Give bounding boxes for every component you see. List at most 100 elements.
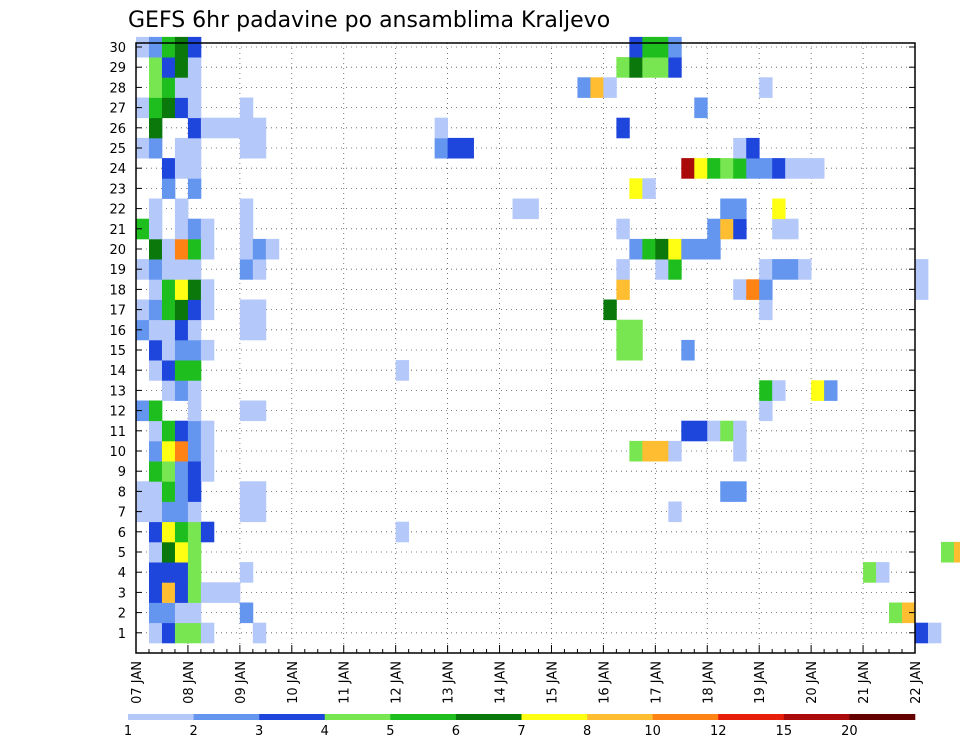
precip-cell — [239, 400, 254, 422]
precip-cell — [265, 238, 280, 260]
precip-cell — [187, 57, 202, 78]
precip-cell — [447, 137, 461, 159]
precip-cell — [200, 238, 215, 260]
precip-cell — [720, 158, 734, 179]
precip-cell — [252, 238, 267, 260]
precip-cell — [136, 137, 150, 159]
precip-cell — [642, 178, 656, 199]
precip-cell — [733, 218, 747, 240]
precip-cell — [707, 420, 721, 442]
precip-cell — [616, 319, 630, 341]
colorbar-segment — [193, 714, 260, 720]
colorbar-label: 8 — [583, 724, 591, 739]
precip-cell — [603, 299, 617, 321]
y-tick-label: 4 — [118, 566, 126, 581]
precip-cell — [161, 420, 176, 442]
y-tick-label: 27 — [109, 102, 126, 117]
precip-cell — [616, 117, 630, 139]
precip-cell — [512, 198, 526, 220]
precip-cell — [148, 137, 163, 159]
precip-cell — [200, 420, 215, 442]
precip-cell — [252, 299, 267, 321]
precip-cell — [629, 178, 643, 199]
x-axis: 07 JAN 08 JAN 09 JAN 10 JAN 11 JAN 12 JAN 13 J… — [130, 645, 924, 704]
precip-cell — [629, 238, 643, 260]
precip-cell — [200, 218, 215, 240]
precip-cell — [174, 319, 189, 341]
precip-cell — [629, 319, 643, 341]
precip-cell — [642, 57, 656, 78]
precip-cell — [174, 279, 189, 300]
precip-cell — [200, 440, 215, 462]
precip-cell — [434, 137, 448, 159]
precip-cell — [759, 299, 773, 321]
precip-cell — [694, 238, 708, 260]
precip-cell — [148, 521, 163, 543]
precip-cell — [174, 339, 189, 361]
y-tick-label: 5 — [118, 546, 126, 561]
precip-cell — [174, 218, 189, 240]
precip-cell — [694, 420, 708, 442]
precip-cell — [629, 57, 643, 78]
precip-cell — [200, 339, 215, 361]
precip-cell — [239, 501, 254, 523]
precip-cell — [161, 602, 176, 624]
precip-cell — [668, 259, 682, 280]
precip-cell — [187, 238, 202, 260]
colorbar-segment — [521, 714, 588, 720]
precip-cell — [668, 440, 682, 462]
precip-cell — [915, 279, 929, 300]
precip-cell — [174, 440, 189, 462]
precip-cell — [759, 77, 773, 98]
precip-cell — [200, 521, 215, 543]
precip-cell — [733, 279, 747, 300]
precip-cell — [759, 380, 773, 401]
precip-cell — [187, 360, 202, 381]
y-tick-label: 3 — [118, 586, 126, 601]
precip-cell — [525, 198, 539, 220]
x-tick-label: 18 JAN — [701, 661, 716, 704]
precip-cell — [187, 562, 202, 583]
precip-cell — [187, 339, 202, 361]
precip-cell — [161, 238, 176, 260]
precip-cell — [226, 117, 241, 139]
precip-cell — [148, 299, 163, 321]
x-tick-label: 17 JAN — [649, 661, 664, 704]
precip-cell — [187, 178, 202, 199]
precip-cell — [187, 77, 202, 98]
precip-cell — [161, 158, 176, 179]
precip-cell — [915, 259, 929, 280]
precip-cell — [161, 57, 176, 78]
precip-cell — [733, 198, 747, 220]
precip-cell — [733, 420, 747, 442]
precip-cell — [720, 481, 734, 502]
precip-cell — [161, 481, 176, 502]
y-tick-label: 14 — [109, 364, 126, 379]
precip-cell — [136, 36, 150, 58]
precip-cell — [148, 582, 163, 603]
precip-cell — [148, 481, 163, 502]
colorbar-segment — [783, 714, 850, 720]
colorbar-segment — [259, 714, 326, 720]
precip-cell — [681, 158, 695, 179]
colorbar-label: 2 — [189, 724, 197, 739]
colorbar-segment — [718, 714, 785, 720]
y-tick-label: 25 — [109, 142, 126, 157]
precip-cell — [694, 158, 708, 179]
precip-cell — [642, 36, 656, 58]
y-tick-label: 28 — [109, 81, 126, 96]
colorbar-label: 10 — [644, 724, 661, 739]
x-tick-label: 15 JAN — [545, 661, 560, 704]
precip-cell — [681, 238, 695, 260]
precip-cell — [629, 36, 643, 58]
precip-cell — [590, 77, 604, 98]
colorbar-segment — [128, 714, 194, 720]
precip-cell — [759, 259, 773, 280]
precip-cell — [824, 380, 838, 401]
precip-cell — [136, 319, 150, 341]
precip-cell — [161, 562, 176, 583]
y-tick-label: 24 — [109, 162, 126, 177]
precip-cell — [148, 198, 163, 220]
precip-cell — [174, 420, 189, 442]
y-tick-label: 1 — [118, 627, 126, 642]
